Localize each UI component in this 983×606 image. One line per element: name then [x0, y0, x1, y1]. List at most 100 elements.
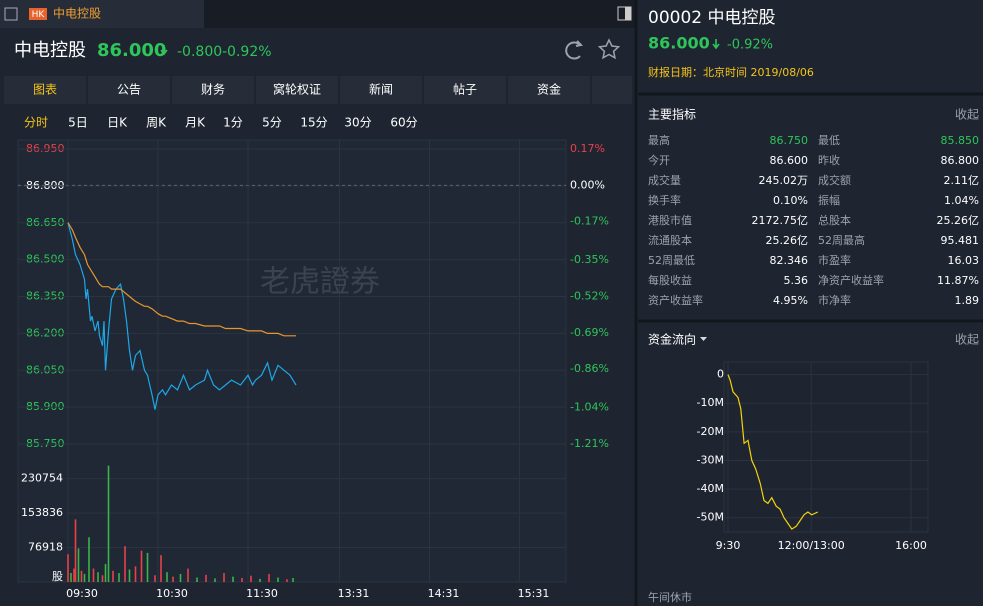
y2-tick-label: -0.69%: [570, 326, 609, 339]
metric-label: 振幅: [818, 193, 840, 207]
metric-label: 换手率: [648, 193, 681, 207]
metric-label: 成交量: [648, 173, 681, 187]
tab-button[interactable]: [508, 76, 590, 104]
volume-bar: [160, 555, 162, 582]
y-tick-label: 76918: [28, 541, 63, 554]
period[interactable]: 1分: [223, 116, 243, 130]
metric-label: 流通股本: [648, 233, 692, 247]
fund-title[interactable]: 资金流向: [648, 332, 696, 347]
tab-button[interactable]: [340, 76, 422, 104]
volume-bar: [286, 579, 288, 582]
metric-label: 52周最高: [818, 233, 865, 247]
tab-label[interactable]: 公告: [117, 83, 141, 97]
tab-label[interactable]: 窝轮权证: [273, 82, 321, 97]
metric-label: 最高: [648, 133, 670, 147]
volume-bar: [179, 573, 182, 582]
metric-label: 港股市值: [648, 213, 692, 227]
metric-value: 4.95%: [773, 294, 808, 307]
period[interactable]: 日K: [107, 116, 128, 130]
metric-label: 净资产收益率: [818, 273, 884, 287]
metric-value: 11.87%: [937, 274, 979, 287]
stock-name: 中电控股: [14, 40, 86, 61]
volume-bar: [166, 572, 168, 582]
volume-bar: [241, 577, 243, 582]
volume-bar: [232, 576, 234, 582]
volume-bar: [80, 570, 83, 582]
y-tick-label: 0: [717, 368, 724, 381]
price-line: [67, 222, 297, 410]
x-tick-label: 12:00/13:00: [778, 539, 845, 552]
x-tick-label: 10:30: [156, 587, 188, 600]
refresh-icon[interactable]: [565, 41, 581, 60]
badge-text: HK: [32, 10, 46, 20]
metric-value: 95.481: [941, 234, 980, 247]
x-tick-label: 14:31: [428, 587, 460, 600]
metric-value: 245.02万: [759, 174, 809, 187]
metric-value: 85.850: [941, 134, 980, 147]
metric-label: 今开: [648, 153, 670, 167]
period[interactable]: 月K: [185, 116, 206, 130]
y2-tick-label: -0.52%: [570, 290, 609, 303]
metric-value: 82.346: [770, 254, 809, 267]
change: -0.800: [177, 44, 222, 60]
volume-bar: [277, 577, 279, 582]
y-tick-label: -50M: [697, 511, 724, 524]
x-tick-label: 15:31: [518, 587, 550, 600]
metric-label: 昨收: [818, 153, 840, 167]
metrics-toggle[interactable]: 收起: [955, 108, 979, 122]
volume-bar: [124, 546, 126, 582]
metric-value: 86.750: [770, 134, 809, 147]
metric-value: 2.11亿: [944, 174, 980, 187]
side-price: 86.000: [648, 34, 710, 53]
volume-bar: [268, 573, 270, 582]
tab-label[interactable]: 图表: [33, 83, 57, 97]
price: 86.000: [97, 40, 166, 61]
y2-tick-label: 0.00%: [570, 178, 605, 191]
volume-bar: [292, 577, 294, 582]
fund-toggle[interactable]: 收起: [955, 333, 979, 347]
volume-bar: [214, 578, 216, 582]
period[interactable]: 5日: [68, 116, 88, 130]
metric-value: 0.10%: [773, 194, 808, 207]
volume-bar: [83, 573, 86, 582]
period[interactable]: 5分: [262, 116, 282, 130]
volume-bar: [97, 572, 99, 582]
volume-bar: [128, 569, 131, 582]
tab-button[interactable]: [88, 76, 170, 104]
tab-button[interactable]: [256, 76, 338, 104]
tab-label[interactable]: 资金: [537, 82, 561, 97]
chart-frame: [17, 139, 567, 583]
metric-value: 1.04%: [944, 194, 979, 207]
metric-value: 1.89: [955, 294, 980, 307]
period[interactable]: 30分: [344, 116, 371, 130]
volume-bar: [154, 575, 156, 582]
tab-icon: [4, 7, 18, 21]
y-tick-label: -20M: [697, 425, 724, 438]
flow-frame: [723, 361, 929, 533]
tab-label[interactable]: 财务: [201, 82, 225, 97]
volume-bar: [107, 465, 110, 582]
refresh-arrow: [575, 40, 584, 47]
tab-label[interactable]: 新闻: [369, 82, 393, 97]
period[interactable]: 60分: [390, 116, 417, 130]
tab-button[interactable]: [4, 76, 86, 104]
volume-bar: [134, 566, 137, 582]
x-tick-label: 16:00: [895, 539, 927, 552]
side-change-pct: -0.92%: [727, 38, 773, 53]
period[interactable]: 分时: [24, 116, 48, 130]
volume-bar: [88, 537, 90, 582]
dropdown-icon[interactable]: [700, 337, 707, 341]
period[interactable]: 周K: [146, 116, 167, 130]
volume-bar: [104, 564, 107, 582]
side-title: 00002 中电控股: [648, 8, 775, 28]
market-status: 午间休市: [648, 590, 692, 604]
metric-label: 市盈率: [818, 253, 851, 267]
y-tick-label: 股: [52, 570, 63, 583]
volume-bar: [73, 568, 75, 582]
tab-button[interactable]: [424, 76, 506, 104]
period[interactable]: 15分: [300, 116, 327, 130]
change-pct: -0.92%: [222, 44, 272, 60]
tab-label[interactable]: 帖子: [453, 82, 477, 97]
star-icon[interactable]: [597, 38, 621, 60]
tab-button[interactable]: [172, 76, 254, 104]
